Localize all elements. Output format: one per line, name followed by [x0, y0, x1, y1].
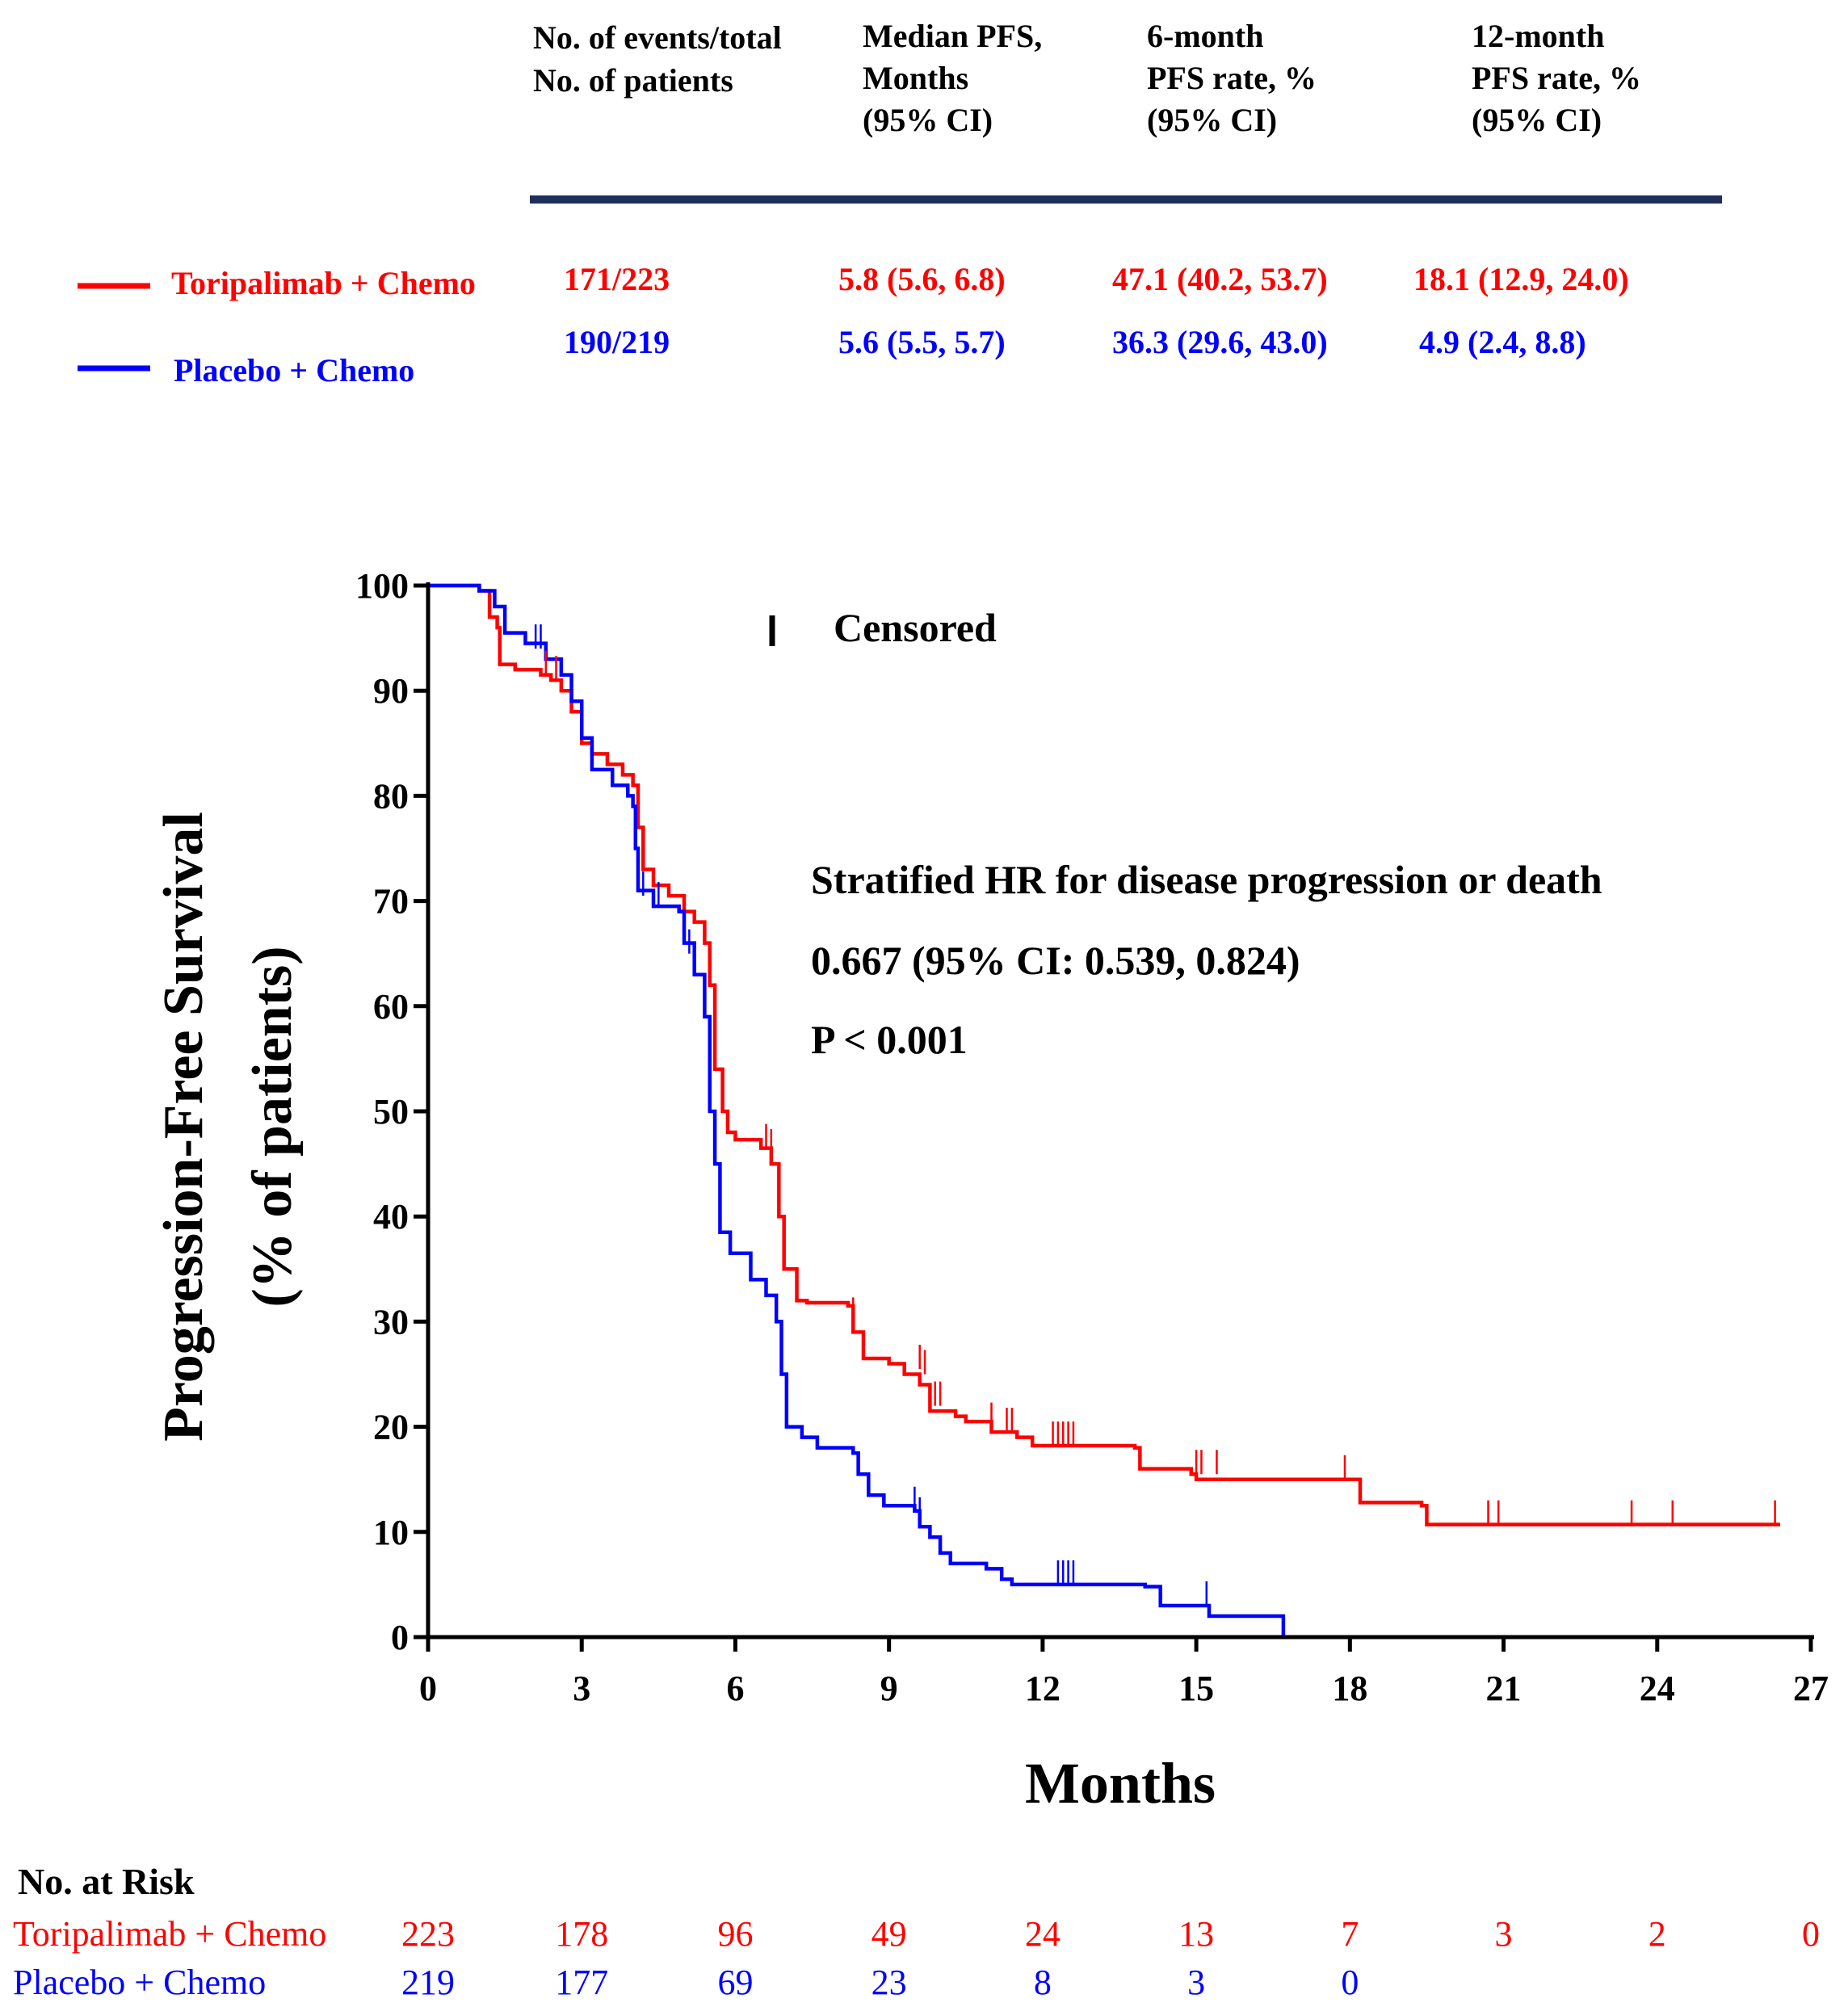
risk-count: 3	[1495, 1914, 1513, 1954]
x-tick-labels: 0 3 6 9 12 15 18 21 24 27	[419, 1669, 1829, 1708]
x-axis-label: Months	[1025, 1751, 1216, 1816]
risk-count: 2	[1648, 1914, 1666, 1954]
censor-legend-label: Censored	[834, 605, 997, 650]
risk-count: 13	[1178, 1914, 1214, 1954]
curve-placebo	[428, 583, 1286, 1637]
summary-table: No. of events/total No. of patients Medi…	[78, 18, 1722, 388]
header-median-line2: Months	[863, 60, 968, 96]
risk-count: 0	[1341, 1963, 1359, 2002]
x-tick-label: 9	[880, 1669, 898, 1708]
risk-count: 3	[1187, 1963, 1205, 2002]
x-tick-label: 15	[1178, 1669, 1214, 1708]
y-tick-label: 90	[373, 671, 409, 711]
risk-count: 23	[872, 1963, 907, 2002]
legend-label-placebo: Placebo + Chemo	[174, 352, 414, 388]
risk-label-toripalimab: Toripalimab + Chemo	[13, 1914, 326, 1954]
curve-toripalimab	[428, 583, 1780, 1526]
x-tick-label: 12	[1025, 1669, 1060, 1708]
header-6month-line1: 6-month	[1147, 18, 1263, 54]
header-6month-line3: (95% CI)	[1147, 102, 1277, 138]
risk-count: 178	[555, 1914, 608, 1954]
header-12month-line2: PFS rate, %	[1472, 60, 1641, 96]
risk-count: 0	[1802, 1914, 1820, 1954]
y-tick-label: 80	[373, 776, 409, 816]
row-placebo-rate6: 36.3 (29.6, 43.0)	[1112, 324, 1328, 360]
y-tick-label: 70	[373, 882, 409, 922]
x-tick-label: 3	[573, 1669, 590, 1708]
x-tick-label: 24	[1640, 1669, 1675, 1708]
censor-marks	[534, 624, 1776, 1606]
row-toripalimab-events: 171/223	[564, 261, 670, 297]
risk-count: 177	[555, 1963, 608, 2002]
hr-annotation-line2: 0.667 (95% CI: 0.539, 0.824)	[811, 938, 1300, 983]
y-tick-label: 50	[373, 1092, 409, 1132]
x-tick-label: 21	[1486, 1669, 1522, 1708]
header-events-line1: No. of events/total	[533, 19, 782, 56]
header-median-line1: Median PFS,	[863, 18, 1042, 54]
risk-count: 7	[1341, 1914, 1359, 1954]
risk-count: 24	[1025, 1914, 1060, 1954]
row-toripalimab-rate6: 47.1 (40.2, 53.7)	[1112, 261, 1328, 297]
hr-annotation-line3: P < 0.001	[811, 1017, 968, 1062]
x-tick-label: 6	[726, 1669, 744, 1708]
risk-table: No. at Risk Toripalimab + Chemo Placebo …	[13, 1861, 1820, 2002]
x-tick-label: 0	[419, 1669, 437, 1708]
risk-label-placebo: Placebo + Chemo	[13, 1963, 266, 2002]
y-tick-label: 0	[391, 1618, 409, 1657]
y-tick-label: 20	[373, 1408, 409, 1447]
risk-count: 69	[717, 1963, 753, 2002]
y-tick-label: 60	[373, 987, 409, 1027]
row-placebo-events: 190/219	[564, 324, 670, 360]
y-tick-labels: 0 10 20 30 40 50 60 70 80 90 100	[355, 566, 409, 1657]
x-tick-label: 18	[1332, 1669, 1367, 1708]
header-12month-line1: 12-month	[1472, 18, 1604, 54]
row-placebo-rate12: 4.9 (2.4, 8.8)	[1419, 324, 1586, 360]
y-tick-label: 10	[373, 1513, 409, 1552]
risk-count: 49	[872, 1914, 907, 1954]
x-tick-label: 27	[1793, 1669, 1829, 1708]
risk-count: 96	[717, 1914, 753, 1954]
header-6month-line2: PFS rate, %	[1147, 60, 1317, 96]
km-curves	[428, 583, 1780, 1637]
risk-count: 8	[1034, 1963, 1052, 2002]
risk-count: 219	[401, 1963, 455, 2002]
risk-count: 223	[401, 1914, 455, 1954]
y-tick-label: 100	[355, 566, 409, 606]
y-tick-label: 40	[373, 1197, 409, 1237]
plot-axes	[414, 582, 1814, 1652]
y-tick-label: 30	[373, 1302, 409, 1341]
legend-label-toripalimab: Toripalimab + Chemo	[171, 265, 476, 301]
y-axis-label-line2: (% of patients)	[242, 946, 304, 1307]
hr-annotation-line1: Stratified HR for disease progression or…	[811, 857, 1602, 902]
y-axis-label-line1: Progression-Free Survival	[153, 812, 215, 1442]
row-toripalimab-median: 5.8 (5.6, 6.8)	[838, 261, 1006, 297]
header-12month-line3: (95% CI)	[1472, 102, 1602, 138]
risk-table-title: No. at Risk	[18, 1861, 195, 1902]
row-placebo-median: 5.6 (5.5, 5.7)	[838, 324, 1006, 360]
risk-counts: 223 178 96 49 24 13 7 3 2 0 219 177 69 23 8 3 0	[401, 1914, 1820, 2002]
header-events-line2: No. of patients	[533, 62, 733, 99]
row-toripalimab-rate12: 18.1 (12.9, 24.0)	[1413, 261, 1629, 297]
header-median-line3: (95% CI)	[863, 102, 993, 138]
